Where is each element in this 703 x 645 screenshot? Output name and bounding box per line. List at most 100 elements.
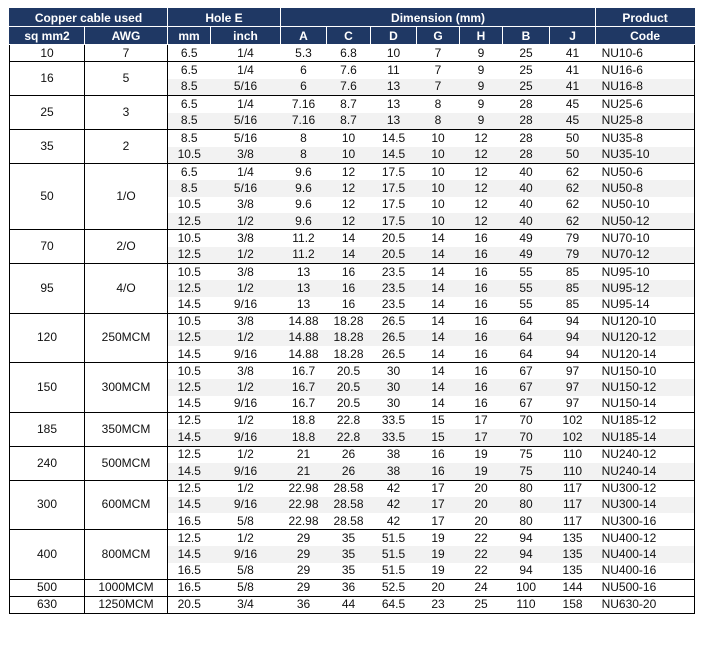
cell-product-code: NU400-14 (595, 546, 696, 563)
cell-dim-c: 18.28 (326, 313, 371, 330)
cell-dim-h: 16 (459, 313, 503, 330)
cell-sq-mm2: 185 (9, 412, 85, 447)
cell-hole-inch: 3/8 (210, 263, 281, 280)
cell-dim-b: 55 (502, 263, 550, 280)
cell-hole-inch: 1/2 (210, 480, 281, 497)
cell-dim-d: 14.5 (370, 146, 417, 164)
cell-hole-mm: 12.5 (167, 529, 211, 546)
table-row: 35 2 8.5 5/16 8 10 14.5 10 12 28 50 NU35-8 (9, 129, 696, 164)
cell-product-code: NU70-10 (595, 229, 696, 247)
cell-dim-a: 21 (280, 463, 327, 481)
cell-dim-c: 10 (326, 129, 371, 147)
cell-hole-inch: 9/16 (210, 546, 281, 563)
cell-dim-c: 16 (326, 296, 371, 314)
cell-product-code: NU95-12 (595, 280, 696, 297)
cell-dim-g: 14 (416, 263, 460, 280)
cell-hole-mm: 12.5 (167, 280, 211, 297)
cell-dim-b: 94 (502, 546, 550, 563)
header-dim-h: H (459, 26, 503, 45)
cell-dim-g: 14 (416, 362, 460, 379)
cell-dim-j: 85 (549, 263, 596, 280)
header-code: Code (595, 26, 696, 45)
cable-lug-spec-table: Copper cable used Hole E Dimension (mm) … (9, 8, 696, 614)
cell-awg: 2 (84, 129, 168, 164)
cell-dim-g: 15 (416, 429, 460, 447)
cell-hole-mm: 10.5 (167, 196, 211, 213)
cell-hole-inch: 9/16 (210, 296, 281, 314)
cell-dim-h: 16 (459, 229, 503, 247)
cell-dim-b: 64 (502, 313, 550, 330)
cell-dim-a: 14.88 (280, 329, 327, 346)
table-row: 12.5 1/2 11.2 14 20.5 14 16 49 79 NU70-12 (10, 246, 696, 264)
cell-dim-g: 19 (416, 529, 460, 546)
cell-dim-c: 26 (326, 446, 371, 463)
cell-dim-h: 9 (459, 44, 503, 62)
cell-product-code: NU95-14 (595, 296, 696, 314)
cell-hole-mm: 14.5 (167, 546, 211, 563)
cell-hole-mm: 12.5 (167, 412, 211, 429)
cell-dim-g: 14 (416, 296, 460, 314)
cell-dim-h: 22 (459, 529, 503, 546)
cell-dim-j: 50 (549, 129, 596, 147)
cell-hole-mm: 8.5 (167, 129, 211, 147)
cell-dim-a: 29 (280, 579, 327, 597)
cell-dim-a: 9.6 (280, 180, 327, 197)
cell-hole-mm: 10.5 (167, 362, 211, 379)
cell-dim-h: 16 (459, 346, 503, 363)
cell-dim-j: 62 (549, 213, 596, 230)
cell-dim-c: 36 (326, 579, 371, 597)
table-row: 400 800MCM 12.5 1/2 29 35 51.5 19 22 94 135 NU400-1… (9, 529, 696, 580)
cell-hole-mm: 12.5 (167, 329, 211, 346)
cell-hole-inch: 3/8 (210, 313, 281, 330)
cell-hole-inch: 9/16 (210, 496, 281, 513)
cell-dim-a: 13 (280, 280, 327, 297)
cell-awg: 800MCM (84, 529, 168, 580)
header-copper-cable-used: Copper cable used (9, 8, 168, 27)
cell-dim-g: 7 (416, 44, 460, 62)
cell-dim-b: 40 (502, 196, 550, 213)
cell-dim-g: 16 (416, 463, 460, 481)
cell-dim-h: 16 (459, 395, 503, 413)
table-row: 14.5 9/16 14.88 18.28 26.5 14 16 64 94 NU120-14 (10, 346, 696, 363)
cell-dim-h: 9 (459, 95, 503, 113)
cell-dim-d: 20.5 (370, 246, 417, 264)
cell-dim-b: 40 (502, 213, 550, 230)
cell-dim-a: 22.98 (280, 480, 327, 497)
cell-hole-inch: 9/16 (210, 429, 281, 447)
cell-dim-g: 14 (416, 346, 460, 363)
cell-dim-c: 14 (326, 229, 371, 247)
cell-dim-b: 55 (502, 280, 550, 297)
table-row: 8.5 5/16 9.6 12 17.5 10 12 40 62 NU50-8 (10, 180, 696, 197)
cell-awg: 5 (84, 61, 168, 96)
cell-hole-mm: 14.5 (167, 296, 211, 314)
cell-dim-j: 97 (549, 395, 596, 413)
cell-hole-inch: 3/4 (210, 596, 281, 614)
cell-dim-d: 42 (370, 496, 417, 513)
cell-dim-h: 9 (459, 112, 503, 130)
cell-dim-g: 14 (416, 329, 460, 346)
header-dim-b: B (502, 26, 550, 45)
cell-hole-mm: 10.5 (167, 146, 211, 164)
cell-hole-mm: 10.5 (167, 229, 211, 247)
cell-dim-d: 10 (370, 44, 417, 62)
cell-dim-d: 33.5 (370, 412, 417, 429)
cell-hole-mm: 12.5 (167, 213, 211, 230)
table-row: 14.5 9/16 16.7 20.5 30 14 16 67 97 NU150-14 (10, 395, 696, 413)
cell-hole-mm: 12.5 (167, 480, 211, 497)
cell-dim-g: 14 (416, 379, 460, 396)
cell-dim-j: 135 (549, 562, 596, 580)
cell-dim-g: 17 (416, 480, 460, 497)
cell-hole-inch: 1/2 (210, 280, 281, 297)
cell-dim-c: 20.5 (326, 395, 371, 413)
cell-dim-a: 29 (280, 546, 327, 563)
cell-product-code: NU150-10 (595, 362, 696, 379)
cell-hole-inch: 3/8 (210, 146, 281, 164)
table-row: 16.5 5/8 22.98 28.58 42 17 20 80 117 NU300-16 (10, 513, 696, 530)
cell-dim-g: 14 (416, 395, 460, 413)
cell-hole-mm: 14.5 (167, 463, 211, 481)
cell-dim-c: 8.7 (326, 95, 371, 113)
cell-hole-inch: 5/8 (210, 513, 281, 530)
cell-dim-a: 9.6 (280, 196, 327, 213)
table-row: 300 600MCM 12.5 1/2 22.98 28.58 42 17 20 80 117 NU3… (9, 480, 696, 530)
cell-hole-inch: 9/16 (210, 463, 281, 481)
